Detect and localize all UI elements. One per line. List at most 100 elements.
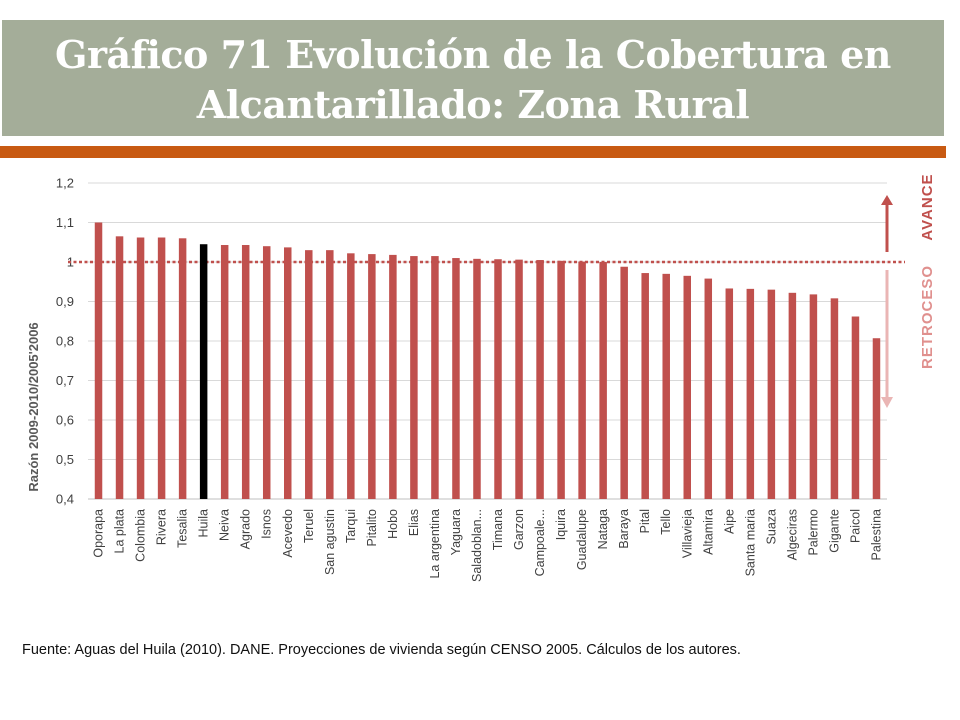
bar [557,260,565,499]
x-tick-label: Santa maria [743,509,757,576]
advance-label: AVANCE [919,173,936,240]
retreat-label: RETROCESO [919,265,936,369]
bar [241,245,250,499]
bar [220,245,229,499]
bar [578,261,586,499]
bar-highlight [199,244,208,499]
x-tick-label: Paicol [848,509,862,543]
bar [641,273,649,499]
bar [599,262,607,499]
x-tick-label: Aipe [722,509,736,534]
x-tick-label: Teruel [302,509,316,543]
x-tick-label: Tello [659,509,673,535]
bars [94,222,881,500]
y-tick-label: 1,2 [56,176,74,191]
slide-title-line-2: Alcantarillado: Zona Rural [196,82,750,127]
x-tick-label: Pital [638,509,652,533]
bar [473,258,481,499]
x-tick-label: Gigante [827,509,841,553]
bar [431,256,439,499]
bar [136,237,145,499]
bar [389,254,397,499]
title-band: Gráfico 71 Evolución de la Cobertura en … [0,18,946,138]
bar [368,254,376,499]
x-tick-label: Tarqui [344,509,358,543]
x-tick-label: Palermo [806,509,820,556]
x-tick-label: Campoale... [533,509,547,576]
x-tick-label: Timana [491,509,505,550]
bar [788,292,797,499]
y-tick-label: 0,8 [56,334,74,349]
x-tick-label: San agustin [323,509,337,575]
x-tick-label: Baraya [617,509,631,549]
x-tick-label: Garzon [512,509,526,550]
bar [536,260,544,499]
x-tick-label: Rivera [155,509,169,545]
x-tick-label: Guadalupe [575,509,589,570]
y-tick-label: 0,4 [56,492,74,507]
bar [157,237,166,499]
x-tick-label: Algeciras [785,509,799,560]
x-tick-label: La plata [113,509,127,554]
advance-arrow-head [881,195,893,205]
bar [410,256,418,499]
bar [683,275,691,499]
x-tick-label: Villavieja [680,509,694,558]
y-tick-label: 0,6 [56,413,74,428]
x-tick-label: Acevedo [281,509,295,558]
x-tick-label: Oporapa [92,509,106,558]
bar [178,238,187,500]
x-tick-label: Elias [407,509,421,536]
bar [452,258,460,499]
bar [326,250,334,499]
x-tick-label: Iquira [554,509,568,540]
y-tick-label: 1,1 [56,215,74,230]
y-axis-title: Razón 2009-2010/2005'2006 [26,322,41,491]
bar [347,253,355,499]
x-tick-label: Palestina [869,509,883,560]
x-tick-label: La argentina [428,509,442,579]
gridlines [88,182,887,500]
bar [115,236,124,499]
x-tick-label: Pitalito [365,509,379,547]
bar [767,289,776,499]
annotations: AVANCE RETROCESO [881,173,936,408]
retreat-arrow-head [881,397,893,408]
y-tick-label: 0,7 [56,373,74,388]
x-tick-label: Nataga [596,509,610,549]
x-tick-label: Altamira [701,509,715,555]
bar [872,338,881,499]
bar [494,259,502,499]
bar [704,278,713,499]
x-axis-labels: Oporapa La plata Colombia Rivera Tesalia Huil… [92,509,884,582]
bar [620,266,628,499]
y-tick-label: 0,9 [56,294,74,309]
bar [809,294,818,499]
bar [725,288,734,499]
bar [94,222,103,499]
x-tick-label: Colombia [134,509,148,562]
bar [305,250,313,499]
x-tick-label: Hobo [386,509,400,539]
slide-title: Gráfico 71 Evolución de la Cobertura en … [42,30,904,130]
slide-title-line-1: Gráfico 71 Evolución de la Cobertura en [55,32,891,77]
y-axis-ticks: 0,40,50,60,70,80,911,11,2 [56,176,74,507]
accent-bar [0,146,946,158]
bar [284,247,292,499]
x-tick-label: Neiva [218,509,232,541]
bar [851,316,860,499]
bar [830,298,839,499]
x-tick-label: Agrado [239,509,253,549]
x-tick-label: Isnos [260,509,274,539]
bar [515,259,523,499]
x-tick-label: Yaguara [449,509,463,555]
source-note: Fuente: Aguas del Huila (2010). DANE. Pr… [22,642,741,658]
x-tick-label: Suaza [764,509,778,544]
bar [662,273,670,499]
x-tick-label: Tesalia [176,509,190,548]
bar [746,288,755,499]
x-tick-label: Huila [197,509,211,538]
y-tick-label: 0,5 [56,452,74,467]
x-tick-label: Saladoblan... [470,509,484,582]
